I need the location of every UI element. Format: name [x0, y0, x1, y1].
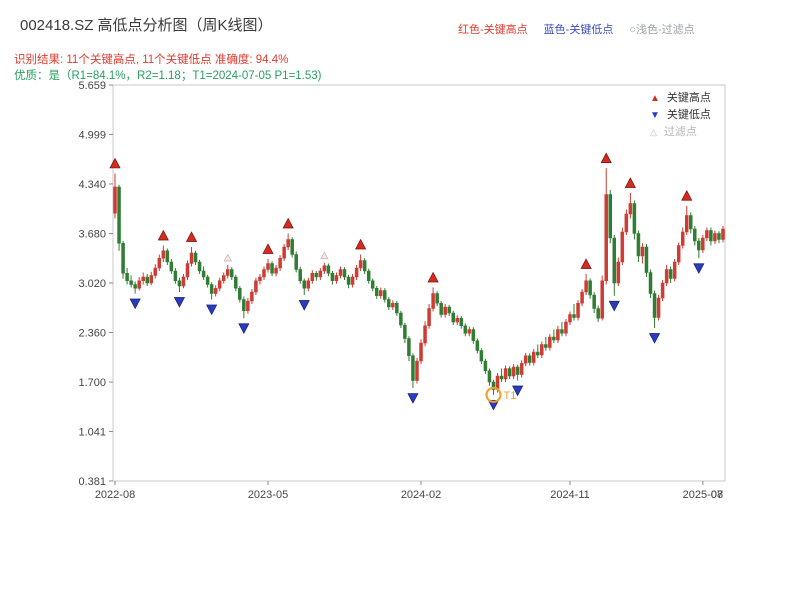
svg-text:5.659: 5.659 — [78, 80, 106, 92]
key-high-marker — [185, 231, 198, 242]
key-high-marker — [624, 177, 636, 188]
key-low-marker — [298, 300, 310, 311]
svg-text:4.340: 4.340 — [78, 179, 106, 191]
note-filter-point: ○浅色-过滤点 — [629, 24, 695, 36]
key-high-marker — [580, 258, 592, 269]
key-high-marker — [109, 157, 121, 169]
key-low-marker — [238, 323, 250, 335]
legend-item-filter: △ 过滤点 — [650, 124, 711, 141]
key-low-marker — [129, 298, 141, 310]
key-low-marker — [407, 393, 419, 404]
svg-text:4.999: 4.999 — [78, 130, 106, 142]
svg-text:3.680: 3.680 — [78, 228, 106, 240]
key-low-marker — [648, 333, 661, 344]
color-key-note: 红色-关键高点 蓝色-关键低点 ○浅色-过滤点 — [458, 21, 695, 37]
key-high-marker — [262, 243, 274, 254]
triangle-hollow-icon: △ — [650, 127, 657, 137]
key-low-marker — [173, 297, 186, 308]
legend-item-key-high: ▲ 关键高点 — [650, 90, 711, 107]
key-low-marker — [512, 385, 524, 397]
svg-text:2025-07: 2025-07 — [683, 489, 723, 501]
filter-point-marker — [223, 253, 232, 262]
svg-text:2024-02: 2024-02 — [401, 489, 441, 501]
key-high-marker — [427, 271, 439, 283]
svg-text:1.700: 1.700 — [78, 377, 106, 389]
plot-border — [112, 84, 726, 482]
key-high-marker — [681, 189, 693, 201]
svg-text:2.360: 2.360 — [78, 328, 106, 340]
key-high-marker — [157, 229, 169, 241]
note-key-low: 蓝色-关键低点 — [543, 24, 614, 36]
t1-highlight-label: T1 — [503, 390, 516, 402]
triangle-up-icon: ▲ — [650, 93, 660, 104]
svg-text:08: 08 — [711, 489, 723, 501]
svg-text:0.381: 0.381 — [78, 476, 106, 488]
legend-label-key-low: 关键低点 — [666, 109, 711, 121]
key-low-marker — [487, 399, 500, 411]
note-key-high: 红色-关键高点 — [458, 24, 528, 36]
triangle-down-icon: ▼ — [650, 110, 660, 121]
key-low-marker — [206, 304, 218, 316]
legend-label-key-high: 关键高点 — [666, 92, 711, 104]
filter-point-marker — [320, 251, 329, 260]
legend-item-key-low: ▼ 关键低点 — [650, 107, 711, 124]
recognition-result-text: 识别结果: 11个关键高点, 11个关键低点 准确度: 94.4% — [14, 54, 289, 66]
t1-highlight-circle — [485, 386, 502, 403]
key-low-marker — [608, 300, 620, 312]
page-title: 002418.SZ 高低点分析图（周K线图） — [20, 17, 273, 34]
chart-legend: ▲ 关键高点 ▼ 关键低点 △ 过滤点 — [644, 88, 717, 143]
svg-text:2024-11: 2024-11 — [550, 489, 590, 501]
legend-label-filter: 过滤点 — [663, 126, 697, 138]
svg-text:1.041: 1.041 — [78, 426, 106, 438]
svg-text:2023-05: 2023-05 — [248, 489, 288, 501]
key-high-marker — [600, 152, 612, 164]
quality-text: 优质：是（R1=84.1%，R2=1.18；T1=2024-07-05 P1=1… — [14, 70, 322, 82]
key-high-marker — [282, 217, 294, 229]
key-high-marker — [355, 238, 367, 250]
svg-text:2022-08: 2022-08 — [95, 489, 135, 501]
key-low-marker — [693, 263, 705, 274]
svg-text:3.020: 3.020 — [78, 278, 106, 290]
